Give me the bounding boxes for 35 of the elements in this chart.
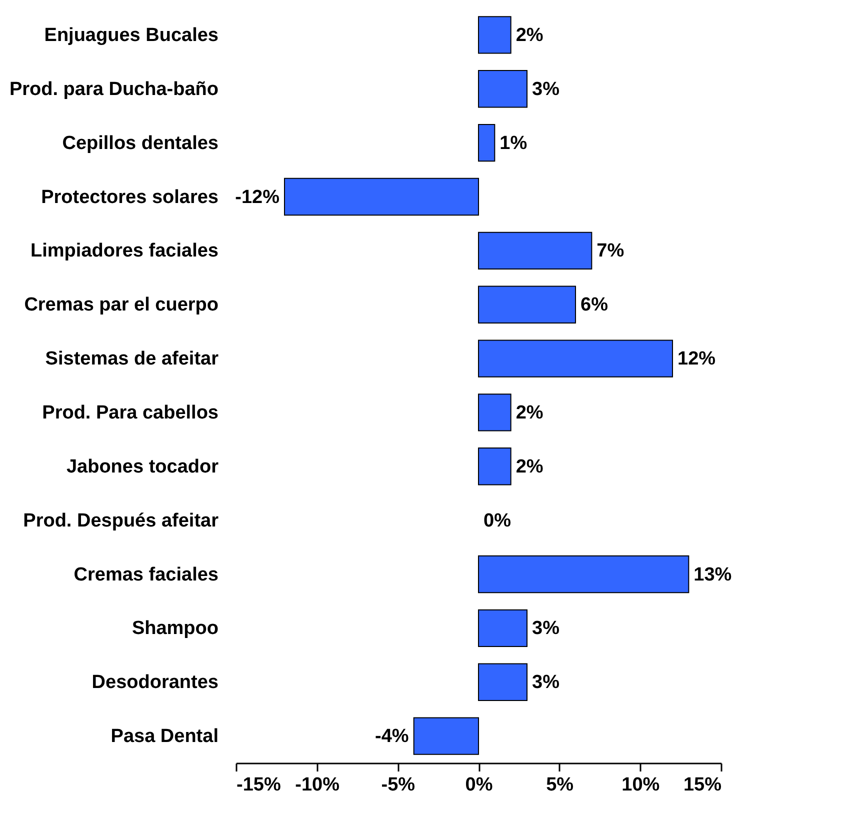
- data-label: 3%: [532, 672, 560, 694]
- y-tick-label: Cepillos dentales: [62, 132, 218, 154]
- x-tick-label: 10%: [622, 774, 660, 796]
- x-tick-label: -15%: [236, 774, 281, 796]
- data-label: -12%: [235, 186, 280, 208]
- data-label: 0%: [484, 510, 512, 532]
- data-label: 3%: [532, 78, 560, 100]
- y-tick-label: Jabones tocador: [66, 456, 220, 478]
- data-label: 2%: [516, 24, 544, 46]
- data-label: 12%: [678, 348, 716, 370]
- data-label: 1%: [500, 132, 528, 154]
- x-tick-label: 5%: [546, 774, 574, 796]
- y-tick-label: Limpiadores faciales: [30, 240, 218, 262]
- x-tick-label: -10%: [295, 774, 340, 796]
- x-tick-label: 0%: [465, 774, 493, 796]
- y-tick-label: Desodorantes: [92, 672, 218, 694]
- data-label: -4%: [375, 726, 409, 748]
- data-label: 2%: [516, 456, 544, 478]
- y-tick-label: Prod. para Ducha-baño: [9, 78, 218, 100]
- y-tick-label: Shampoo: [132, 618, 218, 640]
- x-tick-label: 15%: [683, 774, 722, 796]
- y-tick-label: Cremas faciales: [74, 564, 218, 586]
- data-label: 3%: [532, 618, 560, 640]
- y-tick-label: Prod. Para cabellos: [42, 402, 218, 424]
- data-label: 13%: [694, 564, 732, 586]
- x-tick-label: -5%: [381, 774, 416, 796]
- data-label: 7%: [596, 240, 624, 262]
- y-tick-label: Protectores solares: [41, 186, 218, 208]
- data-label: 6%: [580, 294, 608, 316]
- y-tick-label: Sistemas de afeitar: [45, 348, 220, 370]
- y-tick-label: Cremas par el cuerpo: [24, 294, 218, 316]
- y-tick-label: Pasa Dental: [110, 726, 218, 748]
- y-tick-label: Prod. Después afeitar: [23, 510, 220, 532]
- data-label: 2%: [516, 402, 544, 424]
- y-tick-label: Enjuagues Bucales: [44, 24, 218, 46]
